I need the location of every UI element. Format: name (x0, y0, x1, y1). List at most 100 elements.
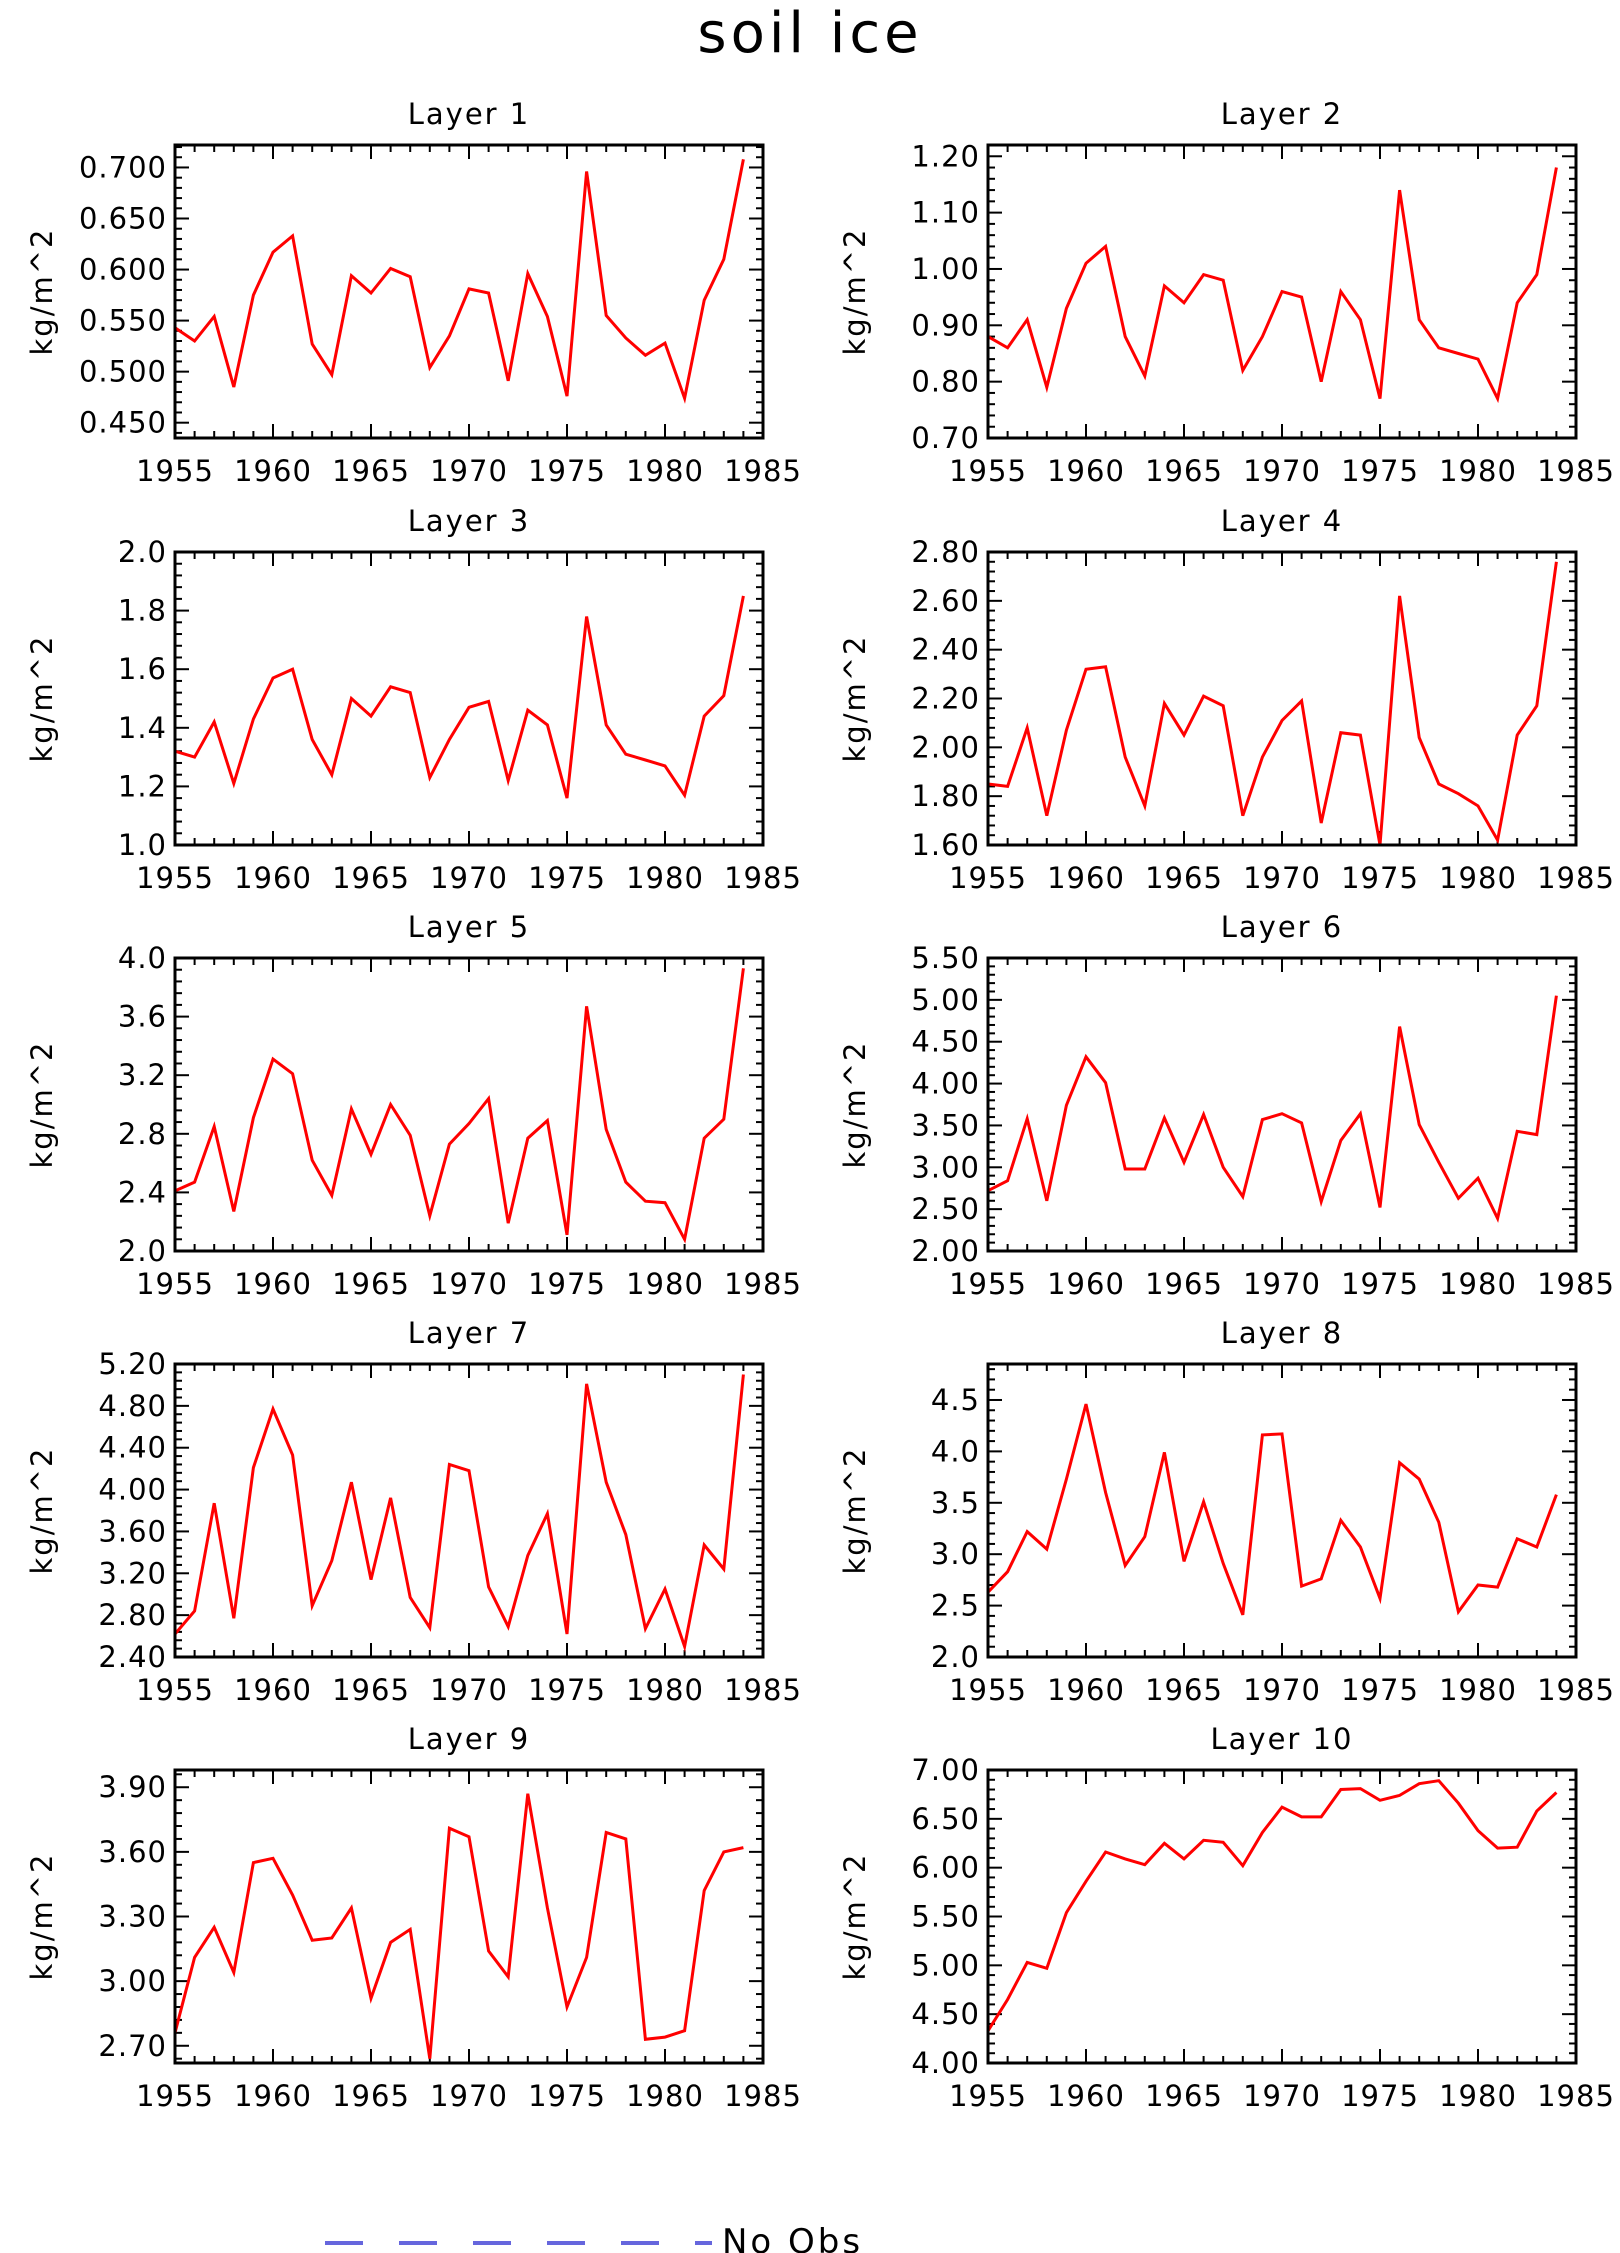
layer-5-ytick-label: 3.6 (118, 1000, 167, 1034)
layer-10-xtick-label: 1970 (1243, 2079, 1321, 2113)
layer-9-series-line (173, 1793, 744, 2059)
layer-3-chart: Layer 3 kg/m^2 1955 1960 1965 1970 1975 1980 198… (25, 504, 801, 895)
layer-6-ytick-label: 5.50 (911, 941, 980, 975)
layer-7-xtick-label: 1970 (430, 1673, 508, 1707)
layer-2-ytick-label: 1.00 (911, 252, 980, 286)
layer-5-xtick-label: 1975 (528, 1267, 606, 1301)
layer-1-ytick-label: 0.650 (79, 202, 167, 236)
layer-5-title: Layer 5 (408, 910, 531, 944)
layer-1-xtick-label: 1955 (136, 454, 214, 488)
layer-10-title: Layer 10 (1211, 1722, 1354, 1756)
layer-8-frame (986, 1362, 1578, 1659)
layer-10-xtick-label: 1960 (1047, 2079, 1125, 2113)
panels-group: Layer 1 kg/m^2 1955 1960 1965 1970 1975 1980 198… (25, 97, 1615, 2113)
layer-7-ytick-label: 3.20 (98, 1556, 167, 1590)
layer-6-xtick-label: 1955 (949, 1267, 1027, 1301)
layer-4-ytick-label: 2.80 (911, 535, 980, 569)
layer-10-xtick-label: 1965 (1145, 2079, 1223, 2113)
layer-9-xtick-label: 1960 (234, 2079, 312, 2113)
layer-3-xtick-label: 1955 (136, 861, 214, 895)
layer-8-xtick-label: 1955 (949, 1673, 1027, 1707)
layer-2-ytick-label: 1.20 (911, 139, 980, 173)
layer-4-chart: Layer 4 kg/m^2 1955 1960 1965 1970 1975 1980 198… (838, 504, 1615, 895)
layer-7-xtick-label: 1955 (136, 1673, 214, 1707)
layer-9-ytick-label: 2.70 (98, 2029, 167, 2063)
layer-2-ytick-label: 0.90 (911, 308, 980, 342)
legend-no-obs-label: No Obs (722, 2222, 863, 2253)
layer-7-series-line (173, 1374, 745, 1653)
layer-4-xtick-label: 1970 (1243, 861, 1321, 895)
layer-8-ytick-label: 2.0 (931, 1640, 980, 1674)
layer-9-ytick-label: 3.90 (98, 1770, 167, 1804)
layer-2-series-line (987, 167, 1558, 404)
layer-10-series-line (986, 1779, 1558, 2032)
layer-2-title: Layer 2 (1221, 97, 1344, 131)
layer-4-xtick-label: 1965 (1145, 861, 1223, 895)
layer-6-title: Layer 6 (1221, 910, 1344, 944)
layer-10-frame (986, 1768, 1578, 2065)
layer-1-xtick-label: 1965 (332, 454, 410, 488)
layer-7-xtick-label: 1975 (528, 1673, 606, 1707)
layer-5-xtick-label: 1970 (430, 1267, 508, 1301)
layer-4-ytick-label: 1.80 (911, 779, 980, 813)
layer-9-ytick-label: 3.30 (98, 1900, 167, 1934)
layer-5-ytick-label: 4.0 (118, 941, 167, 975)
layer-6-ytick-label: 2.50 (911, 1192, 980, 1226)
layer-8-chart: Layer 8 kg/m^2 1955 1960 1965 1970 1975 1980 198… (838, 1316, 1615, 1707)
layer-8-xtick-label: 1970 (1243, 1673, 1321, 1707)
layer-7-chart: Layer 7 kg/m^2 1955 1960 1965 1970 1975 1980 198… (25, 1316, 801, 1707)
layer-1-xtick-label: 1980 (626, 454, 704, 488)
layer-8-xtick-label: 1960 (1047, 1673, 1125, 1707)
layer-8-xtick-label: 1985 (1537, 1673, 1615, 1707)
layer-6-frame (986, 956, 1578, 1253)
layer-3-ytick-label: 1.0 (118, 828, 167, 862)
layer-9-title: Layer 9 (408, 1722, 531, 1756)
layer-10-ytick-label: 6.50 (911, 1802, 980, 1836)
layer-7-ytick-label: 2.80 (98, 1598, 167, 1632)
layer-10-ylabel: kg/m^2 (838, 1853, 872, 1981)
layer-8-title: Layer 8 (1221, 1316, 1344, 1350)
layer-7-title: Layer 7 (408, 1316, 531, 1350)
layer-6-series-line (987, 995, 1558, 1223)
layer-9-ytick-label: 3.60 (98, 1835, 167, 1869)
layer-1-ylabel: kg/m^2 (25, 228, 59, 356)
layer-5-series-line (174, 968, 745, 1244)
layer-10-xtick-label: 1975 (1341, 2079, 1419, 2113)
layer-5-xtick-label: 1985 (724, 1267, 802, 1301)
layer-1-ytick-label: 0.500 (79, 355, 167, 389)
layer-5-xtick-label: 1960 (234, 1267, 312, 1301)
layer-8-series-line (986, 1403, 1558, 1616)
layer-4-ytick-label: 2.00 (911, 730, 980, 764)
layer-2-xtick-label: 1960 (1047, 454, 1125, 488)
layer-3-series-line (174, 595, 745, 799)
legend: No Obs (325, 2222, 863, 2253)
layer-2-ytick-label: 0.70 (911, 421, 980, 455)
layer-10-xtick-label: 1985 (1537, 2079, 1615, 2113)
layer-6-chart: Layer 6 kg/m^2 1955 1960 1965 1970 1975 1980 198… (838, 910, 1614, 1301)
layer-3-xtick-label: 1960 (234, 861, 312, 895)
layer-6-ytick-label: 2.00 (911, 1234, 980, 1268)
layer-1-ytick-label: 0.600 (79, 253, 167, 287)
layer-4-xtick-label: 1955 (949, 861, 1027, 895)
layer-9-ytick-label: 3.00 (98, 1964, 167, 1998)
layer-9-chart: Layer 9 kg/m^2 1955 1960 1965 1970 1975 1980 198… (25, 1722, 801, 2113)
layer-4-xtick-label: 1985 (1537, 861, 1615, 895)
layer-4-frame (986, 550, 1578, 847)
layer-6-ylabel: kg/m^2 (838, 1041, 872, 1169)
layer-3-ytick-label: 1.4 (118, 711, 167, 745)
layer-2-chart: Layer 2 kg/m^2 1955 1960 1965 1970 1975 1980 198… (838, 97, 1614, 488)
layer-4-title: Layer 4 (1221, 504, 1344, 538)
layer-10-ytick-label: 5.50 (911, 1900, 980, 1934)
layer-4-ytick-label: 2.20 (911, 682, 980, 716)
layer-7-ytick-label: 2.40 (98, 1640, 167, 1674)
layer-2-xtick-label: 1975 (1341, 454, 1419, 488)
layer-10-ytick-label: 4.50 (911, 1997, 980, 2031)
layer-5-ylabel: kg/m^2 (25, 1041, 59, 1169)
layer-3-xtick-label: 1975 (528, 861, 606, 895)
layer-9-xtick-label: 1955 (136, 2079, 214, 2113)
layer-7-ytick-label: 5.20 (98, 1347, 167, 1381)
layer-1-frame (173, 143, 765, 440)
layer-4-xtick-label: 1980 (1439, 861, 1517, 895)
layer-8-ytick-label: 2.5 (931, 1589, 980, 1623)
